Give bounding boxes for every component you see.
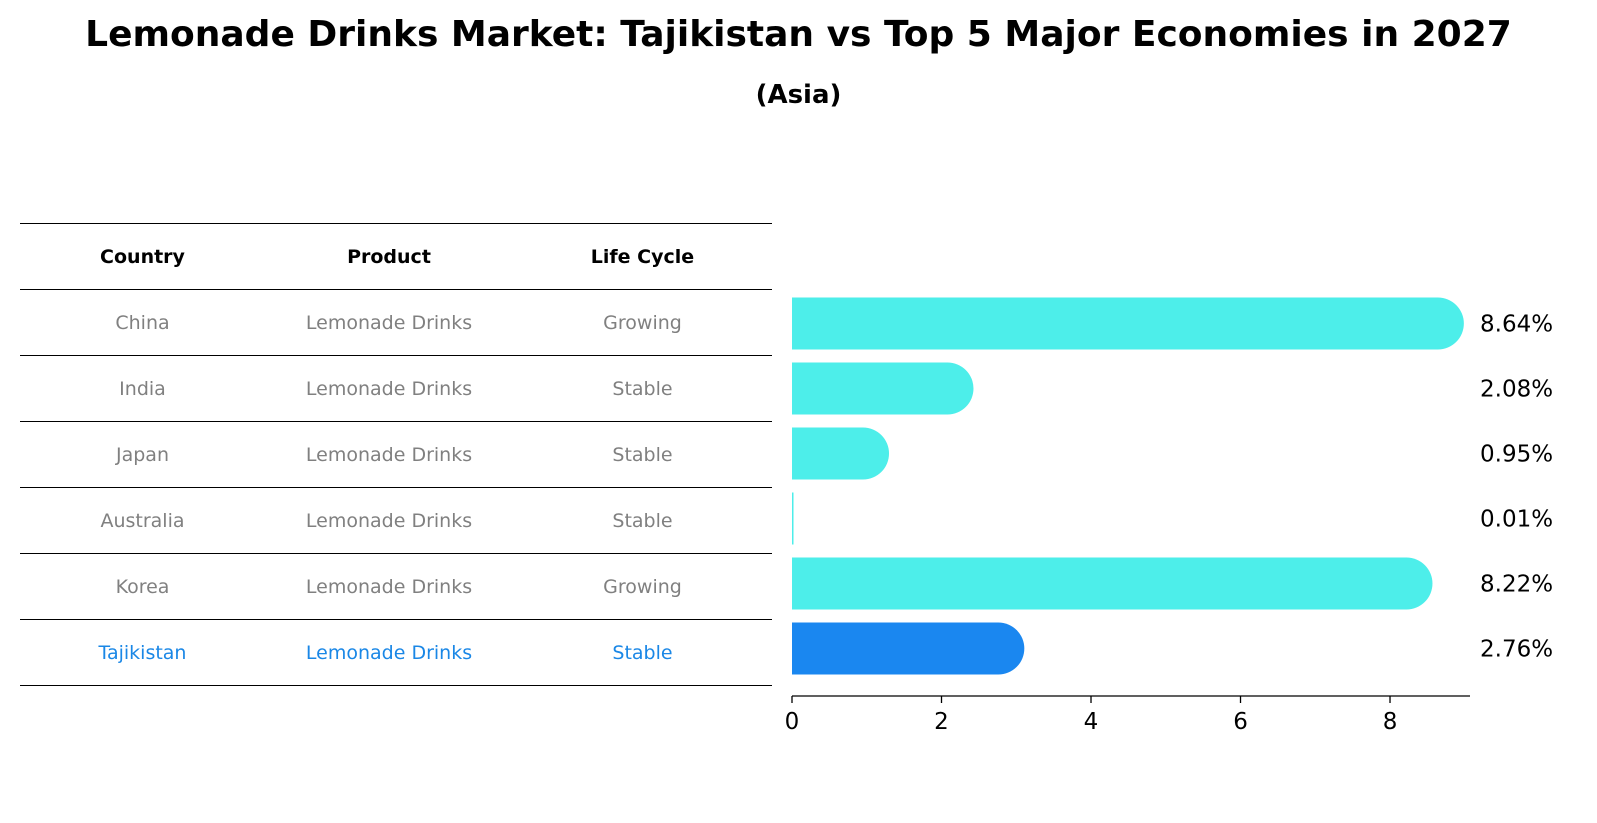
bar-australia (792, 492, 794, 545)
x-tick-label: 0 (785, 709, 800, 735)
cell-life-cycle: Stable (513, 619, 772, 686)
bar-china (792, 297, 1464, 350)
cell-life-cycle: Stable (513, 355, 772, 422)
bar-value-label: 0.01% (1480, 507, 1553, 533)
cell-life-cycle: Stable (513, 421, 772, 488)
cell-life-cycle: Growing (513, 289, 772, 356)
x-tick-label: 4 (1084, 709, 1099, 735)
country-table: Country Product Life Cycle China Lemonad… (20, 223, 772, 686)
bar-tajikistan (792, 622, 1025, 675)
table-row-highlight: Tajikistan Lemonade Drinks Stable (20, 619, 772, 686)
bar-value-label: 8.64% (1480, 312, 1553, 338)
cell-product: Lemonade Drinks (265, 487, 513, 554)
cell-product: Lemonade Drinks (265, 619, 513, 686)
bar-value-label: 8.22% (1480, 572, 1553, 598)
table-row: Korea Lemonade Drinks Growing (20, 553, 772, 620)
bar-japan (792, 427, 890, 480)
bar-value-label: 0.95% (1480, 442, 1553, 468)
cell-country: India (20, 355, 265, 422)
cell-life-cycle: Stable (513, 487, 772, 554)
table-row: India Lemonade Drinks Stable (20, 355, 772, 422)
cell-country: China (20, 289, 265, 356)
chart-subtitle: (Asia) (755, 80, 842, 110)
cell-product: Lemonade Drinks (265, 421, 513, 488)
cell-country: Australia (20, 487, 265, 554)
cell-product: Lemonade Drinks (265, 355, 513, 422)
x-tick-label: 2 (934, 709, 949, 735)
table-row: China Lemonade Drinks Growing (20, 289, 772, 356)
x-tick-label: 6 (1233, 709, 1248, 735)
x-tick-label: 8 (1383, 709, 1398, 735)
cell-country: Tajikistan (20, 619, 265, 686)
header-country: Country (20, 223, 265, 290)
cell-country: Korea (20, 553, 265, 620)
cell-life-cycle: Growing (513, 553, 772, 620)
table-row: Australia Lemonade Drinks Stable (20, 487, 772, 554)
chart-title: Lemonade Drinks Market: Tajikistan vs To… (85, 14, 1512, 55)
table-header-row: Country Product Life Cycle (20, 223, 772, 290)
header-life-cycle: Life Cycle (513, 223, 772, 290)
cell-product: Lemonade Drinks (265, 289, 513, 356)
cell-country: Japan (20, 421, 265, 488)
bar-value-label: 2.08% (1480, 377, 1553, 403)
table-row: Japan Lemonade Drinks Stable (20, 421, 772, 488)
bar-korea (792, 557, 1433, 610)
bar-value-label: 2.76% (1480, 637, 1553, 663)
bar-india (792, 362, 974, 415)
header-product: Product (265, 223, 513, 290)
